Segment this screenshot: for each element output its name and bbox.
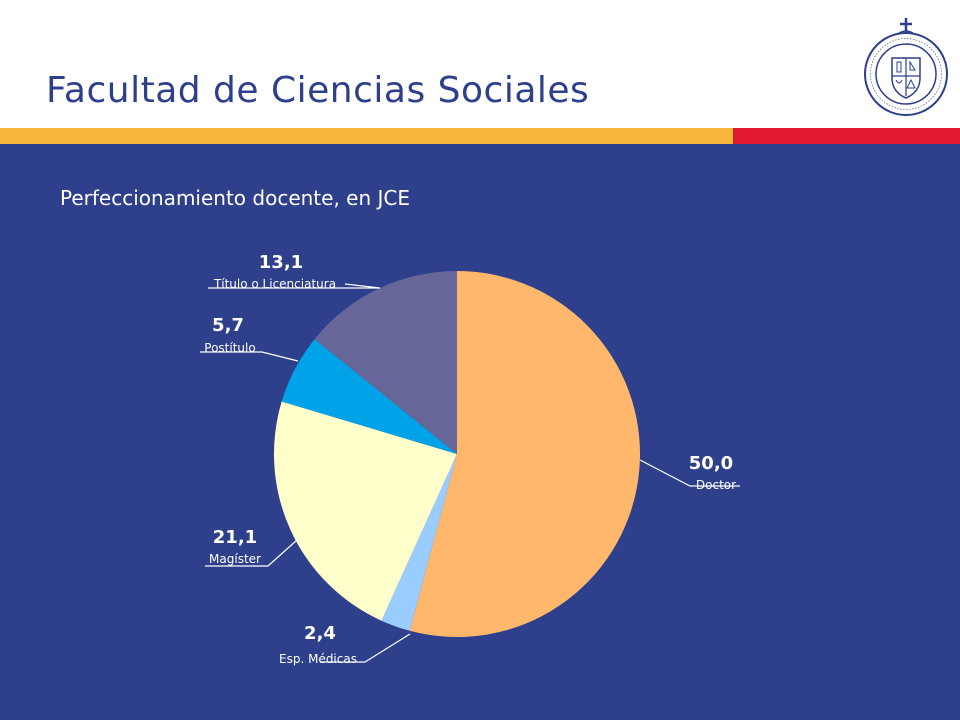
slice-category-label: Postítulo [204, 341, 255, 355]
pie-slice-título-o-licenciatura [314, 271, 457, 454]
slice-value-label: 2,4 [304, 623, 336, 644]
leader-line [208, 283, 381, 289]
slice-value-label: 5,7 [212, 315, 244, 336]
leader-line [320, 633, 411, 663]
slice-value-label: 21,1 [213, 527, 257, 548]
pie-slice-magíster [273, 401, 457, 621]
leader-line [200, 351, 299, 362]
pie-slice-doctor [409, 271, 641, 637]
chart-title: Perfeccionamiento docente, en JCE [60, 186, 410, 210]
slice-category-label: Esp. Médicas [279, 652, 357, 666]
header-stripe-red [733, 128, 960, 144]
slice-value-label: 13,1 [259, 252, 303, 273]
slice-category-label: Doctor [696, 478, 736, 492]
header-stripe-orange [0, 128, 733, 144]
leader-line [205, 539, 298, 567]
slide-header: Facultad de Ciencias Sociales [0, 0, 960, 128]
slice-category-label: Magíster [209, 552, 261, 566]
slice-value-label: 50,0 [689, 453, 733, 474]
pie-slice-esp-médicas [381, 454, 457, 631]
slice-category-label: Título o Licenciatura [213, 277, 336, 291]
university-seal-logo [864, 18, 948, 116]
pie-slice-postítulo [281, 339, 457, 454]
page-title: Facultad de Ciencias Sociales [46, 70, 590, 111]
leader-line [639, 459, 740, 487]
